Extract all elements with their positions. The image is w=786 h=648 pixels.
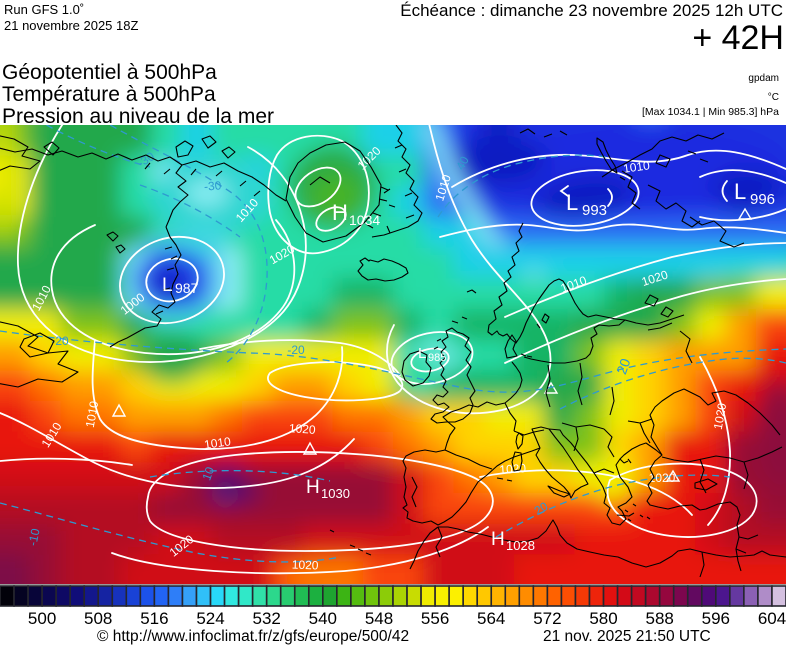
svg-text:996: 996	[750, 191, 775, 208]
svg-text:40: 40	[453, 154, 472, 173]
svg-text:1020: 1020	[711, 402, 729, 431]
svg-text:20: 20	[532, 499, 551, 518]
svg-text:-10: -10	[25, 527, 42, 547]
svg-text:L: L	[734, 179, 746, 204]
svg-text:1010: 1010	[622, 158, 651, 176]
svg-text:H: H	[332, 200, 348, 225]
svg-text:10: 10	[199, 465, 217, 483]
svg-text:-20: -20	[51, 334, 69, 348]
svg-text:1020: 1020	[499, 461, 527, 477]
svg-text:L: L	[418, 345, 426, 362]
svg-text:987: 987	[175, 280, 199, 296]
svg-text:985: 985	[428, 352, 446, 364]
svg-text:L: L	[162, 275, 173, 296]
svg-text:1020: 1020	[288, 421, 316, 437]
svg-text:1020: 1020	[649, 471, 676, 485]
svg-text:20: 20	[613, 356, 633, 376]
svg-text:1034: 1034	[349, 212, 380, 228]
svg-text:-30: -30	[203, 178, 222, 193]
svg-text:1010: 1010	[83, 400, 101, 429]
svg-text:-20: -20	[287, 343, 305, 357]
svg-text:1010: 1010	[203, 434, 232, 452]
svg-text:993: 993	[582, 202, 607, 219]
svg-text:1020: 1020	[292, 558, 319, 573]
svg-text:1028: 1028	[506, 538, 535, 553]
svg-text:H: H	[491, 529, 505, 550]
svg-text:1030: 1030	[321, 486, 350, 501]
svg-text:H: H	[306, 477, 320, 498]
svg-text:L: L	[566, 190, 578, 215]
